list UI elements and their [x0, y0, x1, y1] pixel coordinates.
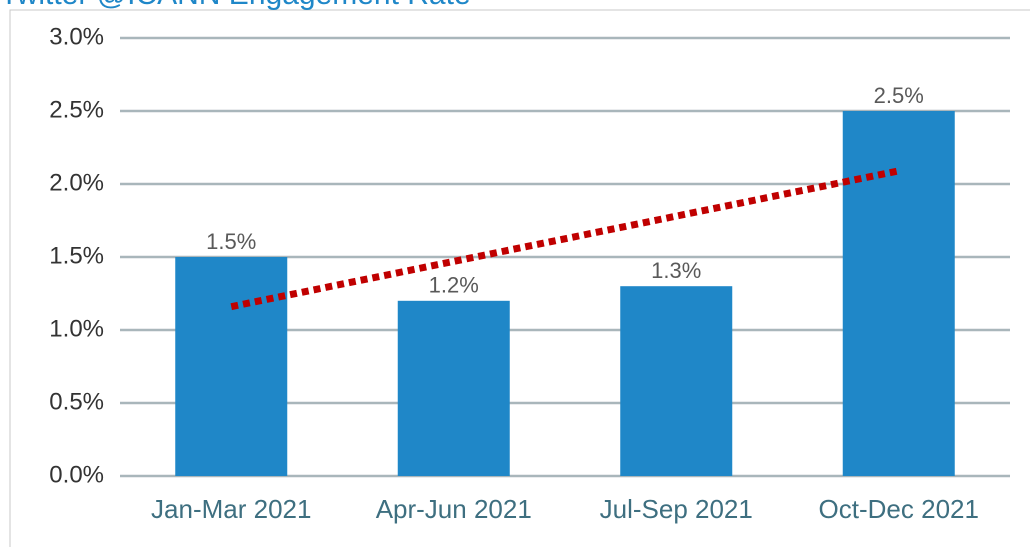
y-tick-label: 0.5%	[49, 388, 104, 415]
frame	[9, 9, 1030, 547]
bar	[397, 300, 510, 476]
y-tick-label: 3.0%	[49, 23, 104, 50]
y-tick-label: 2.0%	[49, 169, 104, 196]
y-tick-label: 2.5%	[49, 96, 104, 123]
bar	[175, 257, 288, 476]
y-tick-label: 0.0%	[49, 461, 104, 488]
x-tick-label: Jan-Mar 2021	[151, 494, 311, 524]
data-label: 1.2%	[429, 273, 479, 298]
data-label: 2.5%	[874, 83, 924, 108]
x-tick-label: Jul-Sep 2021	[600, 494, 753, 524]
bar	[620, 286, 733, 476]
data-label: 1.3%	[651, 258, 701, 283]
y-tick-label: 1.5%	[49, 242, 104, 269]
y-tick-label: 1.0%	[49, 315, 104, 342]
trendline	[230, 167, 900, 311]
data-label: 1.5%	[206, 229, 256, 254]
chart-title: Twitter @ICANN Engagement Rate	[0, 0, 471, 11]
bar	[842, 111, 955, 476]
x-tick-label: Oct-Dec 2021	[819, 494, 979, 524]
x-tick-label: Apr-Jun 2021	[376, 494, 532, 524]
